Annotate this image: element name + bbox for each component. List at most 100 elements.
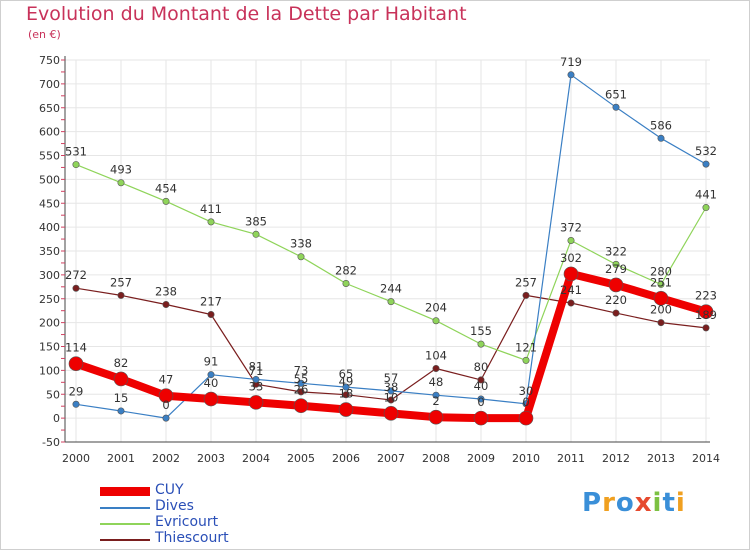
data-point-thiescourt [387, 396, 395, 404]
logo-letter: o [615, 488, 635, 518]
logo-letter: i [652, 488, 663, 518]
data-point-dives [207, 371, 215, 379]
data-label-evricourt: 155 [470, 324, 492, 338]
chart-title: Evolution du Montant de la Dette par Hab… [26, 3, 467, 25]
data-point-evricourt [297, 253, 305, 261]
data-point-thiescourt [72, 284, 80, 292]
data-point-thiescourt [297, 388, 305, 396]
data-label-cuy: 0 [477, 395, 484, 409]
data-point-dives [567, 71, 575, 79]
y-tick-label: 50 [46, 388, 60, 401]
y-tick-label: 450 [39, 197, 60, 210]
y-tick-label: 350 [39, 245, 60, 258]
x-tick-label: 2001 [107, 452, 135, 465]
legend-label-cuy: CUY [155, 482, 184, 498]
data-point-cuy [428, 409, 444, 425]
data-point-dives [432, 391, 440, 399]
data-point-evricourt [612, 260, 620, 268]
data-label-dives: 48 [429, 375, 444, 389]
data-label-evricourt: 454 [155, 181, 177, 195]
data-label-cuy: 18 [339, 387, 354, 401]
data-label-evricourt: 282 [335, 263, 357, 277]
y-tick-label: 400 [39, 221, 60, 234]
data-label-dives: 73 [294, 363, 309, 377]
data-label-thiescourt: 104 [425, 348, 447, 362]
data-label-thiescourt: 189 [695, 308, 717, 322]
data-point-dives [252, 375, 260, 383]
data-point-evricourt [252, 230, 260, 238]
data-label-evricourt: 121 [515, 340, 537, 354]
data-point-cuy [473, 410, 489, 426]
logo-letter: P [582, 488, 603, 518]
y-tick-label: -50 [42, 436, 60, 449]
x-tick-label: 2003 [197, 452, 225, 465]
data-label-cuy: 33 [249, 379, 264, 393]
x-tick-label: 2014 [692, 452, 720, 465]
data-label-evricourt: 244 [380, 282, 402, 296]
y-tick-label: 500 [39, 173, 60, 186]
y-tick-label: 200 [39, 317, 60, 330]
x-tick-label: 2005 [287, 452, 315, 465]
y-tick-label: 250 [39, 293, 60, 306]
data-point-dives [297, 379, 305, 387]
data-label-thiescourt: 49 [339, 375, 354, 389]
data-point-dives [657, 134, 665, 142]
data-label-evricourt: 322 [605, 244, 627, 258]
data-label-thiescourt: 200 [650, 303, 672, 317]
data-point-thiescourt [162, 300, 170, 308]
data-label-dives: 532 [695, 144, 717, 158]
x-tick-label: 2010 [512, 452, 540, 465]
data-label-thiescourt: 220 [605, 293, 627, 307]
data-point-evricourt [522, 356, 530, 364]
data-label-evricourt: 280 [650, 264, 672, 278]
data-label-thiescourt: 238 [155, 284, 177, 298]
data-label-thiescourt: 38 [384, 380, 399, 394]
legend-label-dives: Dives [155, 498, 194, 514]
data-point-thiescourt [342, 391, 350, 399]
y-tick-label: 100 [39, 364, 60, 377]
data-label-dives: 65 [339, 367, 354, 381]
data-label-cuy: 47 [159, 373, 174, 387]
y-tick-label: 600 [39, 126, 60, 139]
proxiti-logo: Proxiti [582, 488, 686, 518]
data-label-dives: 81 [249, 359, 264, 373]
data-point-thiescourt [702, 324, 710, 332]
data-point-dives [702, 160, 710, 168]
data-label-dives: 30 [519, 384, 534, 398]
data-point-cuy [68, 356, 84, 371]
data-label-thiescourt: 80 [474, 360, 489, 374]
data-point-dives [477, 395, 485, 403]
data-label-dives: 0 [162, 398, 169, 412]
data-point-thiescourt [477, 376, 485, 384]
data-label-cuy: 279 [605, 262, 627, 276]
data-label-evricourt: 385 [245, 214, 267, 228]
data-label-evricourt: 411 [200, 202, 222, 216]
data-point-thiescourt [657, 319, 665, 327]
x-tick-label: 2007 [377, 452, 405, 465]
data-point-cuy [518, 410, 534, 426]
data-label-cuy: 10 [384, 390, 399, 404]
legend-label-evricourt: Evricourt [155, 514, 219, 530]
data-point-evricourt [162, 197, 170, 205]
data-label-thiescourt: 257 [110, 275, 132, 289]
data-point-cuy [383, 406, 399, 421]
x-tick-label: 2008 [422, 452, 450, 465]
data-label-dives: 719 [560, 55, 582, 69]
data-point-dives [162, 414, 170, 422]
data-label-thiescourt: 217 [200, 295, 222, 309]
data-point-dives [117, 407, 125, 415]
data-point-thiescourt [117, 291, 125, 299]
data-label-cuy: 223 [695, 289, 717, 303]
logo-letter: x [634, 488, 653, 518]
data-label-dives: 29 [69, 384, 84, 398]
y-tick-label: 700 [39, 78, 60, 91]
data-label-cuy: 82 [114, 356, 129, 370]
data-label-thiescourt: 241 [560, 283, 582, 297]
data-point-evricourt [657, 280, 665, 288]
data-label-dives: 651 [605, 87, 627, 101]
legend-swatch-dives [100, 507, 150, 509]
unit-label: (en €) [28, 28, 61, 41]
data-point-thiescourt [612, 309, 620, 317]
data-point-cuy [563, 266, 579, 282]
data-point-cuy [338, 402, 354, 417]
